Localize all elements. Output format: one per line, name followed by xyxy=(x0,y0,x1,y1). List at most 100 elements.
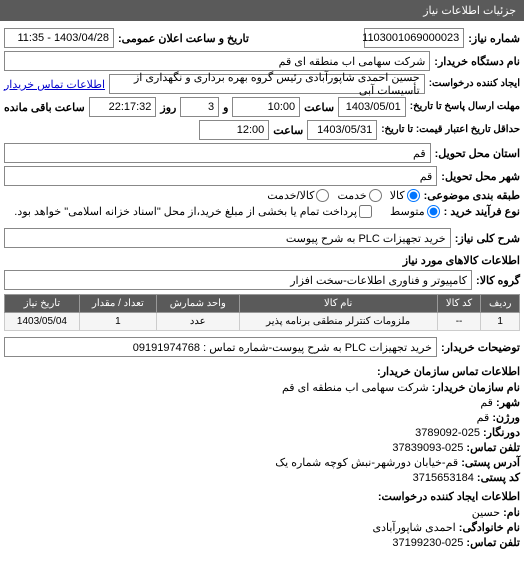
radio-input[interactable] xyxy=(369,189,382,202)
price-valid-date: 1403/05/31 xyxy=(307,120,377,140)
contact-row: نام: حسین xyxy=(4,506,520,519)
radio-option: خدمت xyxy=(337,189,381,202)
table-cell: عدد xyxy=(156,313,239,331)
table-header-cell: کد کالا xyxy=(437,295,481,313)
contact-label: تلفن تماس: xyxy=(463,442,520,454)
buyer-note-label: توضیحات خریدار: xyxy=(441,341,520,354)
contact-row: نام خانوادگی: احمدی شاپورآبادی xyxy=(4,521,520,534)
contact-row: نام سازمان خریدار: شرکت سهامی اب منطقه ا… xyxy=(4,381,520,394)
main-content: شماره نیاز: 1103001069000023 تاریخ و ساع… xyxy=(0,21,524,555)
goods-group-field: کامپیوتر و فناوری اطلاعات-سخت افزار xyxy=(4,270,472,290)
table-cell: ملزومات کنترلر منطقی برنامه پذیر xyxy=(239,313,437,331)
treasury-checkbox-wrap: پرداخت تمام یا بخشی از مبلغ خرید،از محل … xyxy=(14,205,372,218)
contact-label: شهر: xyxy=(493,397,520,409)
radio-label: متوسط xyxy=(390,205,425,218)
price-valid-time-label: ساعت xyxy=(273,124,303,137)
province-field: قم xyxy=(4,143,431,163)
contact-label: نام خانوادگی: xyxy=(456,522,520,534)
announce-label: تاریخ و ساعت اعلان عمومی: xyxy=(118,32,249,45)
goods-group-label: گروه کالا: xyxy=(476,274,520,287)
process-label: نوع فرآیند خرید : xyxy=(444,205,520,218)
requester-label: ایجاد کننده درخواست: xyxy=(429,78,520,90)
contact-label: دورنگار: xyxy=(480,427,520,439)
contact-value: 3715653184 xyxy=(413,472,474,484)
request-number-label: شماره نیاز: xyxy=(468,32,520,45)
radio-option: کالا xyxy=(390,189,420,202)
radio-label: خدمت xyxy=(337,189,366,202)
remain-label: ساعت باقی مانده xyxy=(4,101,85,114)
goods-section-title: اطلاعات کالاهای مورد نیاز xyxy=(4,254,520,267)
price-valid-time: 12:00 xyxy=(199,120,269,140)
radio-option: متوسط xyxy=(390,205,440,218)
treasury-checkbox[interactable] xyxy=(359,205,372,218)
radio-input[interactable] xyxy=(407,189,420,202)
contact-row: شهر: قم xyxy=(4,396,520,409)
contact-row: ورژن: قم xyxy=(4,411,520,424)
contact-value: قم xyxy=(480,397,493,409)
buyer-org-label: نام دستگاه خریدار: xyxy=(434,55,520,68)
deadline-days: 3 xyxy=(180,97,219,117)
contact-link[interactable]: اطلاعات تماس خریدار xyxy=(4,78,105,91)
table-header-cell: ردیف xyxy=(481,295,520,313)
buyer-note-field: خرید تجهیزات PLC به شرح پیوست-شماره تماس… xyxy=(4,337,437,357)
goods-table: ردیفکد کالانام کالاواحد شمارشتعداد / مقد… xyxy=(4,294,520,331)
radio-input[interactable] xyxy=(427,205,440,218)
request-number-field: 1103001069000023 xyxy=(364,28,464,48)
contact-value: 025-3789092 xyxy=(415,427,480,439)
contact-value: 025-37199230 xyxy=(392,537,463,549)
table-header-row: ردیفکد کالانام کالاواحد شمارشتعداد / مقد… xyxy=(5,295,520,313)
city-field: قم xyxy=(4,166,437,186)
contact-label: ورژن: xyxy=(489,412,520,424)
contact-value: حسین xyxy=(472,507,500,519)
contact-row: کد پستی: 3715653184 xyxy=(4,471,520,484)
table-header-cell: تعداد / مقدار xyxy=(79,295,156,313)
desc-field: خرید تجهیزات PLC به شرح پیوست xyxy=(4,228,451,248)
price-valid-label: حداقل تاریخ اعتبار قیمت: تا تاریخ: xyxy=(381,124,520,136)
deadline-time: 10:00 xyxy=(232,97,300,117)
table-cell: 1403/05/04 xyxy=(5,313,80,331)
radio-label: کالا/خدمت xyxy=(267,189,314,202)
province-label: استان محل تحویل: xyxy=(435,147,520,160)
contact-label: کد پستی: xyxy=(474,472,520,484)
deadline-date: 1403/05/01 xyxy=(338,97,406,117)
requester-field: حسین احمدی شاپورآبادی رئیس گروه بهره برد… xyxy=(109,74,425,94)
subject-cat-label: طبقه بندی موضوعی: xyxy=(424,189,520,202)
contact-label: نام سازمان خریدار: xyxy=(429,382,520,394)
contact-label: نام: xyxy=(500,507,520,519)
contact-section: اطلاعات تماس سازمان خریدار: نام سازمان خ… xyxy=(4,365,520,549)
page-header: جزئیات اطلاعات نیاز xyxy=(0,0,524,21)
days-label: روز xyxy=(160,101,176,114)
table-row: 1--ملزومات کنترلر منطقی برنامه پذیرعدد11… xyxy=(5,313,520,331)
radio-option: کالا/خدمت xyxy=(267,189,329,202)
city-label: شهر محل تحویل: xyxy=(441,170,520,183)
contact-title: اطلاعات تماس سازمان خریدار: xyxy=(4,365,520,378)
process-radios: متوسط xyxy=(390,205,440,218)
announce-field: 1403/04/28 - 11:35 xyxy=(4,28,114,48)
table-header-cell: واحد شمارش xyxy=(156,295,239,313)
contact-label: آدرس پستی: xyxy=(458,457,520,469)
contact-row: تلفن تماس: 025-37839093 xyxy=(4,441,520,454)
contact-row: تلفن تماس: 025-37199230 xyxy=(4,536,520,549)
and-label: و xyxy=(223,101,228,114)
contact-row: دورنگار: 025-3789092 xyxy=(4,426,520,439)
table-cell: 1 xyxy=(79,313,156,331)
table-header-cell: نام کالا xyxy=(239,295,437,313)
deadline-label: مهلت ارسال پاسخ تا تاریخ: xyxy=(410,101,520,113)
radio-input[interactable] xyxy=(316,189,329,202)
contact-value: قم xyxy=(477,412,490,424)
table-header-cell: تاریخ نیاز xyxy=(5,295,80,313)
contact-value: 025-37839093 xyxy=(392,442,463,454)
contact-value: احمدی شاپورآبادی xyxy=(372,522,455,534)
deadline-time-label: ساعت xyxy=(304,101,334,114)
subject-cat-radios: کالا خدمت کالا/خدمت xyxy=(267,189,419,202)
contact-value: شرکت سهامی اب منطقه ای قم xyxy=(282,382,429,394)
deadline-remain: 22:17:32 xyxy=(89,97,157,117)
contact-value: قم-خیابان دورشهر-نبش کوچه شماره یک xyxy=(275,457,458,469)
desc-label: شرح کلی نیاز: xyxy=(455,232,520,245)
radio-label: کالا xyxy=(390,189,405,202)
table-cell: -- xyxy=(437,313,481,331)
contact-row: آدرس پستی: قم-خیابان دورشهر-نبش کوچه شما… xyxy=(4,456,520,469)
table-cell: 1 xyxy=(481,313,520,331)
contact-label: تلفن تماس: xyxy=(463,537,520,549)
requester-contact-title: اطلاعات ایجاد کننده درخواست: xyxy=(4,490,520,503)
